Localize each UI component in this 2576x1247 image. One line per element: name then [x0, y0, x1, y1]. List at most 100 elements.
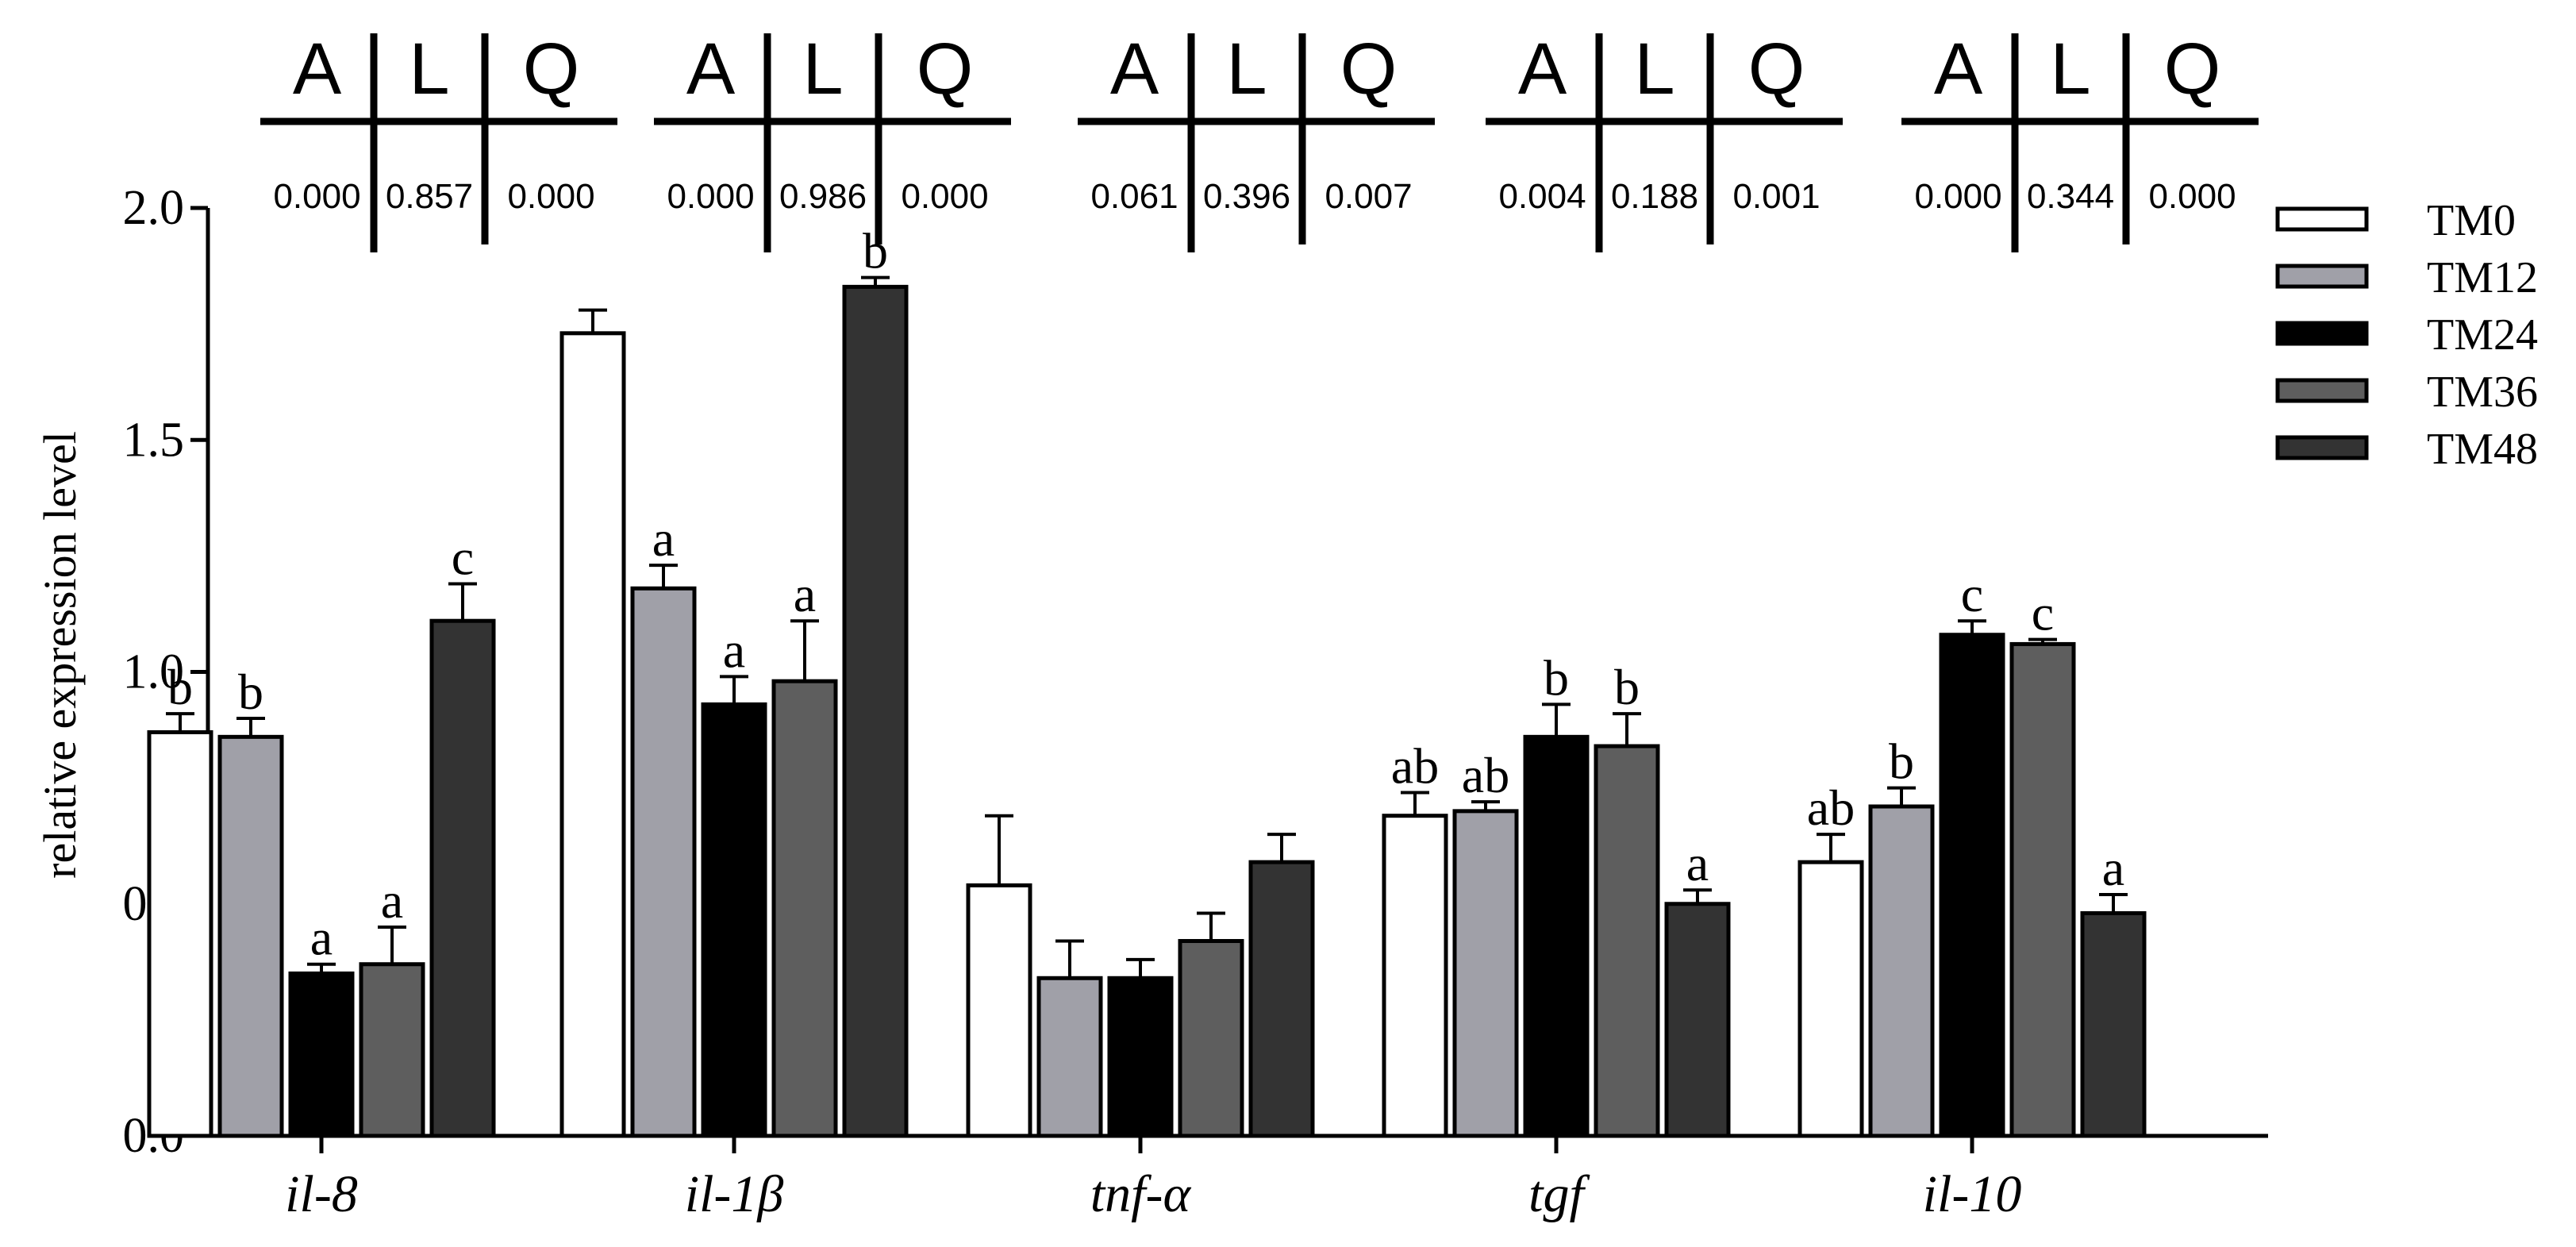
bar	[2009, 641, 2076, 1138]
bar	[2080, 910, 2147, 1138]
y-tick-label: 1.0	[123, 645, 185, 699]
table-header: A	[293, 29, 342, 110]
y-tick-label: 1.5	[123, 413, 185, 467]
legend-label: TM0	[2427, 196, 2516, 245]
bar	[559, 331, 626, 1138]
bar	[966, 883, 1032, 1138]
significance-letter: c	[1961, 566, 1983, 622]
legend-swatch	[2275, 206, 2369, 232]
p-value: 0.000	[1914, 177, 2001, 216]
significance-letter: b	[1889, 733, 1914, 790]
bar	[288, 971, 355, 1138]
p-value-tables: A 0.000 L 0.857 Q 0.000 A 0.000 L 0.986 Q 0.000 A 0.0…	[260, 29, 2259, 252]
p-value-table: A 0.000 L 0.986 Q 0.000	[654, 29, 1011, 252]
table-header: Q	[1748, 29, 1805, 110]
legend-swatch	[2275, 435, 2369, 460]
table-header: L	[2050, 29, 2090, 110]
significance-letter: ab	[1807, 779, 1855, 836]
bar	[429, 618, 496, 1138]
p-value: 0.000	[273, 177, 360, 216]
significance-letter: ab	[1462, 747, 1509, 803]
legend-swatch	[2275, 378, 2369, 403]
table-header: Q	[523, 29, 580, 110]
significance-letter: b	[1614, 659, 1640, 715]
bar	[701, 702, 767, 1138]
bar	[1107, 976, 1174, 1138]
significance-letter: b	[1544, 649, 1569, 706]
legend-label: TM12	[2427, 253, 2538, 302]
x-tick-label: il-1β	[685, 1165, 784, 1223]
table-header: L	[1634, 29, 1674, 110]
table-header: A	[1518, 29, 1567, 110]
p-value: 0.001	[1732, 177, 1820, 216]
bar	[1382, 814, 1448, 1138]
x-tick-label: tgf	[1528, 1165, 1590, 1223]
significance-letter: c	[2032, 585, 2054, 641]
p-value: 0.000	[901, 177, 988, 216]
bar	[771, 679, 838, 1138]
significance-letter: a	[652, 510, 675, 567]
significance-letter: a	[310, 910, 333, 966]
y-tick-label: 2.0	[123, 181, 185, 235]
p-value: 0.857	[386, 177, 473, 216]
table-header: A	[1110, 29, 1159, 110]
bar	[1939, 633, 2005, 1138]
p-value: 0.061	[1090, 177, 1178, 216]
significance-letter: a	[1686, 835, 1709, 891]
y-axis-label: relative expression level	[34, 431, 86, 879]
significance-letter: a	[723, 622, 745, 678]
table-header: A	[1934, 29, 1983, 110]
table-header: L	[409, 29, 449, 110]
table-header: Q	[917, 29, 974, 110]
significance-letter: b	[167, 659, 193, 715]
bar	[217, 734, 284, 1138]
p-value: 0.986	[779, 177, 867, 216]
significance-letter: b	[238, 664, 263, 720]
legend-label: TM48	[2427, 425, 2538, 474]
bar	[1523, 734, 1590, 1138]
plot-area: 0.00.51.01.52.0il-8bbaacil-1βaaabtnf-αtg…	[123, 181, 2268, 1223]
table-header: A	[686, 29, 736, 110]
table-header: Q	[1340, 29, 1398, 110]
x-tick-label: il-10	[1923, 1165, 2022, 1223]
p-value-table: A 0.004 L 0.188 Q 0.001	[1486, 29, 1843, 252]
bar	[1664, 902, 1731, 1138]
bar	[1452, 809, 1519, 1138]
x-tick-label: tnf-α	[1090, 1165, 1192, 1223]
significance-letter: a	[2102, 840, 2124, 896]
bar	[1248, 860, 1315, 1138]
table-header: Q	[2164, 29, 2221, 110]
significance-letter: ab	[1391, 737, 1439, 794]
significance-letter: a	[794, 566, 816, 622]
bar	[1868, 804, 1935, 1138]
table-header: L	[1226, 29, 1267, 110]
legend-label: TM36	[2427, 368, 2538, 417]
bar	[147, 729, 213, 1138]
significance-letter: a	[381, 872, 403, 929]
p-value: 0.000	[507, 177, 594, 216]
p-value-table: A 0.000 L 0.344 Q 0.000	[1901, 29, 2259, 252]
bar	[1178, 939, 1244, 1138]
significance-letter: c	[452, 529, 474, 585]
p-value: 0.000	[667, 177, 754, 216]
bar	[359, 962, 425, 1138]
x-tick-label: il-8	[285, 1165, 358, 1223]
p-value: 0.188	[1611, 177, 1698, 216]
legend-swatch	[2275, 321, 2369, 346]
p-value: 0.007	[1325, 177, 1412, 216]
p-value-table: A 0.061 L 0.396 Q 0.007	[1078, 29, 1435, 252]
p-value-table: A 0.000 L 0.857 Q 0.000	[260, 29, 617, 252]
p-value: 0.004	[1498, 177, 1586, 216]
legend: TM0 TM12 TM24 TM36 TM48	[2275, 196, 2538, 474]
bar	[1594, 744, 1660, 1138]
bar	[630, 586, 697, 1138]
p-value: 0.000	[2148, 177, 2236, 216]
legend-label: TM24	[2427, 310, 2538, 360]
legend-swatch	[2275, 264, 2369, 289]
bar	[1036, 976, 1103, 1138]
bar	[842, 284, 909, 1138]
p-value: 0.344	[2027, 177, 2114, 216]
bar	[1797, 860, 1864, 1138]
p-value: 0.396	[1203, 177, 1290, 216]
